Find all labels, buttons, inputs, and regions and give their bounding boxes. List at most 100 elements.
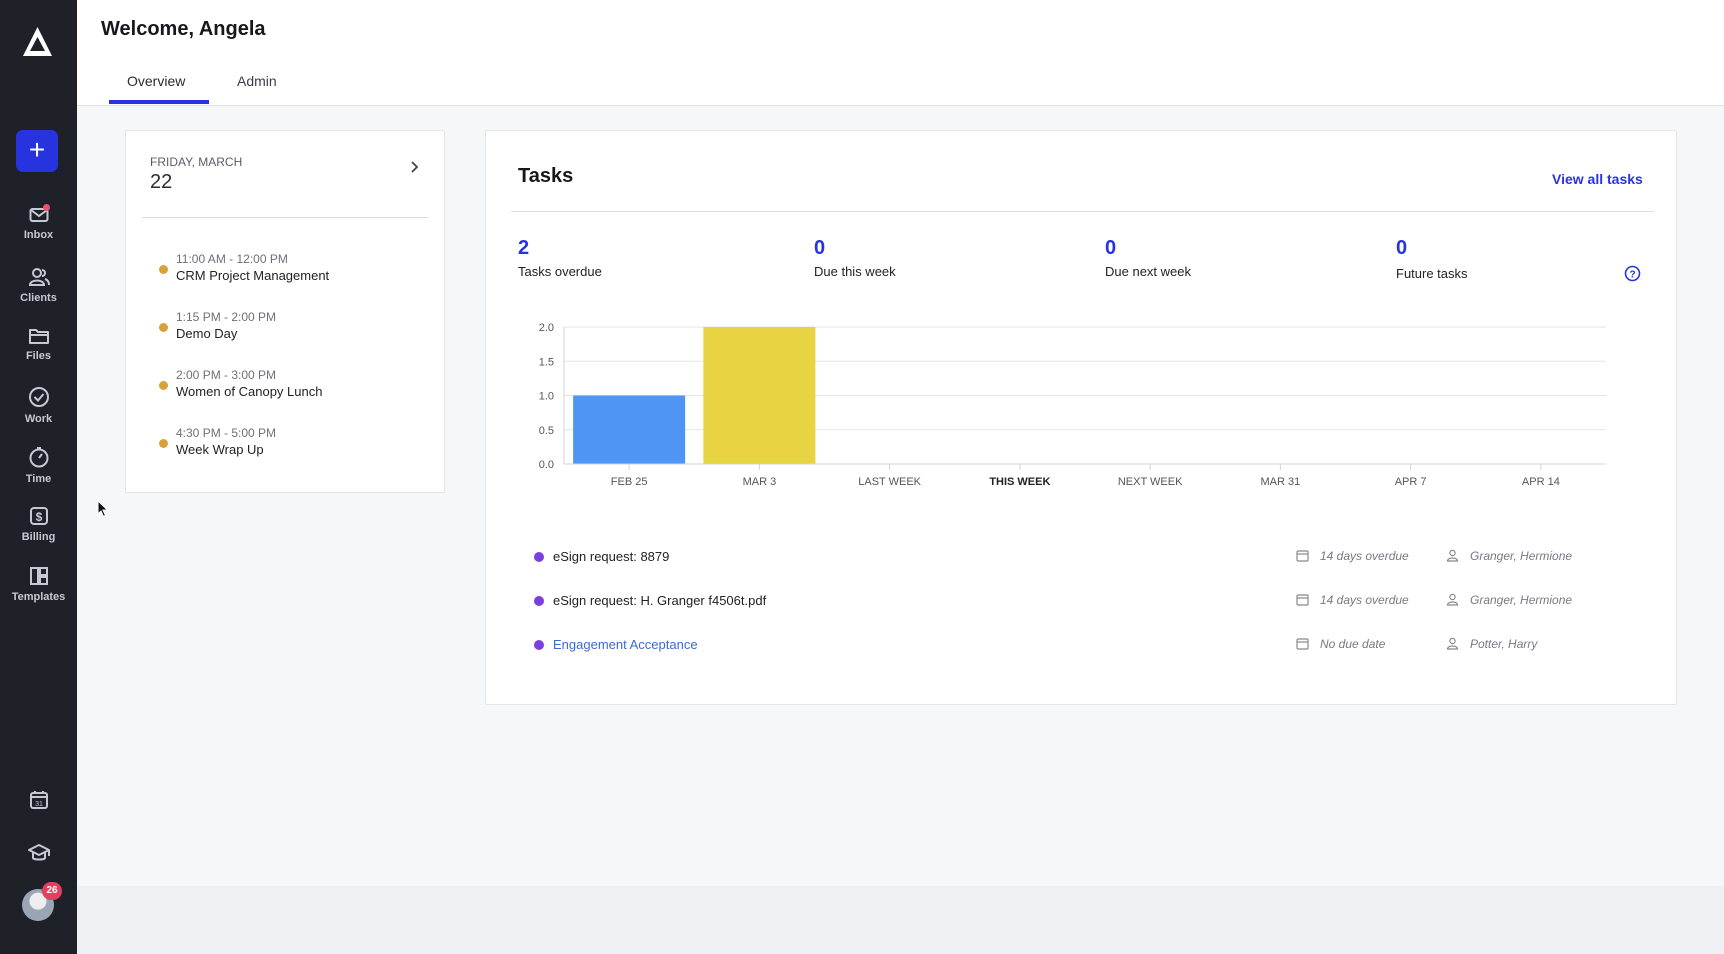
event-dot <box>159 265 168 274</box>
task-name[interactable]: Engagement Acceptance <box>553 637 698 652</box>
stat-label: Future tasks <box>1396 266 1468 281</box>
task-dot <box>534 640 544 650</box>
calendar-icon: 31 <box>29 791 48 809</box>
sidebar-item-label: Time <box>25 473 52 485</box>
event-time: 4:30 PM - 5:00 PM <box>176 426 277 440</box>
stat-label: Due next week <box>1105 264 1191 279</box>
event-dot <box>159 381 168 390</box>
sidebar-item-time[interactable]: Time <box>0 446 77 485</box>
user-icon <box>1446 593 1459 606</box>
task-name[interactable]: eSign request: H. Granger f4506t.pdf <box>553 593 767 608</box>
help-icon[interactable]: ? <box>1624 265 1641 282</box>
y-tick-label: 0.5 <box>539 425 554 437</box>
x-tick-label: LAST WEEK <box>858 476 921 488</box>
task-due: No due date <box>1320 637 1386 651</box>
page-header: Welcome, Angela Overview Admin <box>77 0 1724 106</box>
event-dot <box>159 323 168 332</box>
sidebar-item-label: Work <box>24 413 53 425</box>
task-assignee: Granger, Hermione <box>1470 593 1573 607</box>
sidebar-item-work[interactable]: Work <box>0 386 77 425</box>
page-title: Welcome, Angela <box>101 18 266 40</box>
user-icon <box>1446 637 1459 650</box>
sidebar-item-inbox[interactable]: Inbox <box>0 204 77 241</box>
event-dot <box>159 439 168 448</box>
view-all-tasks-link[interactable]: View all tasks <box>1552 171 1643 187</box>
sidebar-item-billing[interactable]: $ Billing <box>0 506 77 543</box>
sidebar-item-templates[interactable]: Templates <box>0 566 77 603</box>
calendar-icon <box>1296 550 1309 562</box>
active-tab-indicator <box>109 100 209 104</box>
add-button[interactable]: + <box>16 130 58 172</box>
calendar-button[interactable]: 31 <box>0 790 77 810</box>
tab-admin[interactable]: Admin <box>237 73 277 89</box>
sidebar-item-files[interactable]: Files <box>0 327 77 362</box>
stat-value: 0 <box>814 237 826 259</box>
task-due: 14 days overdue <box>1320 593 1409 607</box>
tasks-card: Tasks View all tasks 2 Tasks overdue 0 D… <box>485 130 1677 705</box>
task-assignee: Potter, Harry <box>1470 637 1538 651</box>
stat-label: Due this week <box>814 264 896 279</box>
mail-icon <box>29 208 48 222</box>
sidebar-item-label: Inbox <box>23 229 54 241</box>
stat-due-next-week[interactable]: 0 Due next week <box>1105 237 1191 279</box>
divider <box>511 211 1654 212</box>
calendar-date: 22 <box>150 171 173 193</box>
templates-icon <box>29 567 48 585</box>
x-tick-label: THIS WEEK <box>989 476 1050 488</box>
chevron-right-icon[interactable] <box>404 157 424 177</box>
task-row[interactable]: eSign request: H. Granger f4506t.pdf 14 … <box>534 591 1594 611</box>
stat-tasks-overdue[interactable]: 2 Tasks overdue <box>518 237 602 279</box>
stat-label: Tasks overdue <box>518 264 602 279</box>
task-row[interactable]: Engagement Acceptance No due date Potter… <box>534 635 1594 655</box>
unread-dot <box>43 204 50 211</box>
stat-value: 0 <box>1396 237 1408 259</box>
tasks-title: Tasks <box>518 165 574 187</box>
x-tick-label: APR 7 <box>1395 476 1427 488</box>
dollar-icon: $ <box>29 507 48 525</box>
x-tick-label: FEB 25 <box>611 476 648 488</box>
event-title: CRM Project Management <box>176 268 330 283</box>
calendar-day-label: FRIDAY, MARCH <box>150 155 243 169</box>
svg-text:$: $ <box>35 510 42 524</box>
learning-button[interactable] <box>0 843 77 863</box>
stat-value: 0 <box>1105 237 1117 259</box>
check-circle-icon <box>28 387 49 407</box>
bar[interactable] <box>573 395 686 465</box>
y-tick-label: 1.5 <box>539 356 554 368</box>
tasks-bar-chart: 0.0 0.5 1.0 1.5 2.0 FEB 25 MAR 3 LAST WEEK THIS … <box>539 322 1606 488</box>
task-dot <box>534 552 544 562</box>
stat-future-tasks[interactable]: 0 Future tasks <box>1396 237 1468 281</box>
x-tick-label: MAR 3 <box>743 476 777 488</box>
sidebar-item-clients[interactable]: Clients <box>0 267 77 304</box>
x-tick-label: NEXT WEEK <box>1118 476 1183 488</box>
stat-value: 2 <box>518 237 530 259</box>
sidebar-item-label: Templates <box>11 591 66 603</box>
calendar-icon <box>1296 638 1309 650</box>
calendar-card: FRIDAY, MARCH 22 11:00 AM - 12:00 PM CRM… <box>125 130 445 493</box>
event-title: Women of Canopy Lunch <box>176 384 323 399</box>
task-dot <box>534 596 544 606</box>
sidebar-item-label: Billing <box>21 531 56 543</box>
tab-overview[interactable]: Overview <box>127 73 186 89</box>
footer-band <box>77 886 1724 954</box>
task-row[interactable]: eSign request: 8879 14 days overdue Gran… <box>534 547 1594 567</box>
y-tick-label: 2.0 <box>539 322 554 334</box>
event-time: 11:00 AM - 12:00 PM <box>176 252 288 266</box>
svg-text:?: ? <box>1629 270 1635 281</box>
event-time: 2:00 PM - 3:00 PM <box>176 368 277 382</box>
event-time: 1:15 PM - 2:00 PM <box>176 310 277 324</box>
stat-due-this-week[interactable]: 0 Due this week <box>814 237 896 279</box>
y-tick-label: 1.0 <box>539 391 554 403</box>
y-tick-label: 0.0 <box>539 459 554 471</box>
x-tick-label: MAR 31 <box>1261 476 1301 488</box>
sidebar-item-label: Clients <box>20 292 57 304</box>
bar[interactable] <box>703 327 816 464</box>
calendar-icon <box>1296 594 1309 606</box>
users-icon <box>28 268 50 286</box>
svg-text:31: 31 <box>35 801 43 808</box>
x-tick-label: APR 14 <box>1522 476 1560 488</box>
notification-badge: 26 <box>42 882 62 900</box>
app-logo[interactable] <box>21 25 54 58</box>
task-name[interactable]: eSign request: 8879 <box>553 549 670 564</box>
event-title: Week Wrap Up <box>176 442 264 457</box>
